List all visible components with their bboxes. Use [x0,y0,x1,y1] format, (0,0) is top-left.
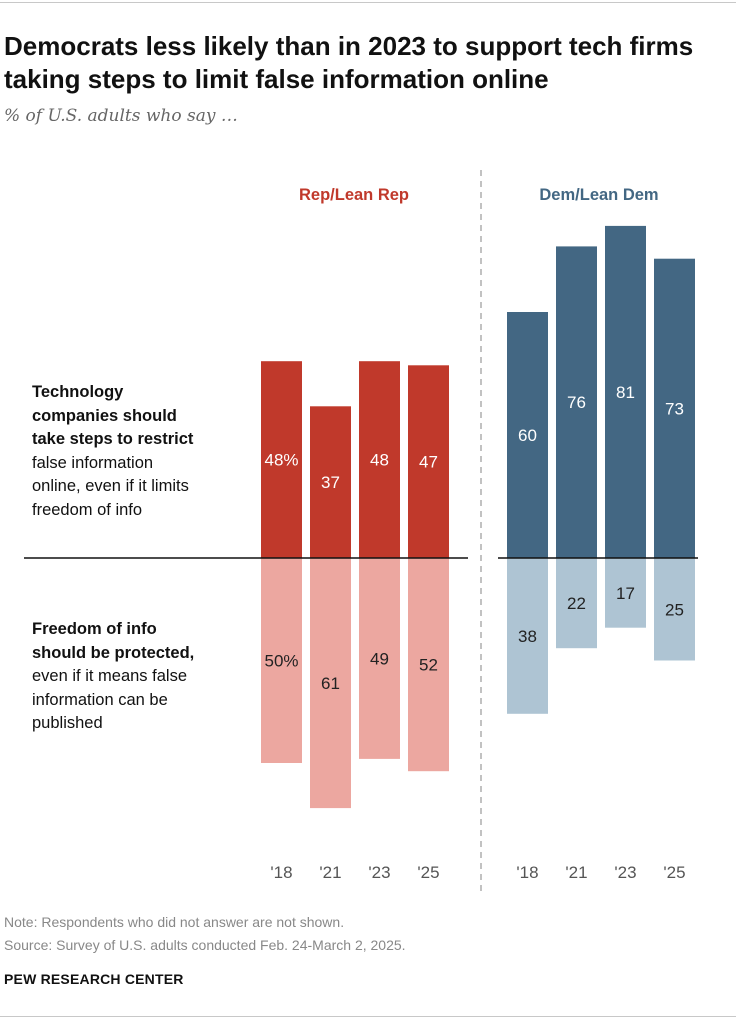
row-label-protect-line-3: published [32,714,103,732]
tick-label-rep-2: '23 [368,863,390,882]
bar-rep-restrict-0 [261,361,302,558]
bar-rep-protect-2 [359,558,400,759]
chart-subtitle: % of U.S. adults who say … [4,106,238,126]
bar-dem-protect-0 [507,558,548,714]
group-label-dem: Dem/Lean Dem [539,186,658,204]
row-label-restrict-line-1: false information [32,453,154,472]
bar-rep-protect-0 [261,558,302,763]
data-label-rep-protect-3: 52 [419,656,438,675]
data-label-rep-protect-0: 50% [264,652,298,671]
data-label-dem-protect-2: 17 [616,584,635,603]
chart-title: Democrats less likely than in 2023 to su… [4,31,694,94]
footer-source: Source: Survey of U.S. adults conducted … [4,937,406,953]
row-label-protect-bold-2: should be protected, [32,643,195,662]
row-label-restrict-bold-3: take steps to restrict [32,430,194,448]
tick-label-rep-1: '21 [319,863,341,882]
row-label-protect-bold-1: Freedom of info [32,620,157,638]
bar-dem-protect-2 [605,558,646,628]
row-label-protect-line-1: even if it means false [32,667,187,685]
data-label-dem-protect-3: 25 [665,600,684,619]
publisher-brand: PEW RESEARCH CENTER [4,971,184,987]
footer-note: Note: Respondents who did not answer are… [4,914,345,930]
row-label-restrict-bold-2: companies should [32,406,177,425]
tick-label-dem-0: '18 [516,863,538,882]
data-label-dem-restrict-2: 81 [616,383,635,402]
row-label-restrict-line-2: online, even if it limits [32,477,189,495]
bar-dem-protect-3 [654,558,695,661]
bar-dem-restrict-3 [654,258,695,558]
tick-label-dem-3: '25 [663,863,685,882]
row-label-protect-line-2: information can be [32,690,168,709]
data-label-rep-restrict-2: 48 [370,451,389,470]
data-label-rep-restrict-1: 37 [321,473,340,492]
bar-rep-protect-1 [310,558,351,809]
bar-rep-restrict-1 [310,406,351,558]
data-label-dem-restrict-3: 73 [665,399,684,418]
data-label-dem-restrict-1: 76 [567,393,586,412]
tick-label-dem-1: '21 [565,863,587,882]
data-label-rep-restrict-0: 48% [264,451,298,470]
top-rule [0,2,736,3]
row-label-protect: Freedom of info should be protected, eve… [32,618,242,736]
bottom-rule [0,1016,736,1017]
bar-dem-protect-1 [556,558,597,649]
bar-rep-protect-3 [408,558,449,772]
bar-dem-restrict-2 [605,225,646,558]
data-label-rep-restrict-3: 47 [419,453,438,472]
bar-rep-restrict-3 [408,365,449,558]
chart-canvas: Rep/Lean Rep 48% 50% '18 37 61 '21 48 49 '23 47 52 '… [24,170,698,895]
tick-label-rep-3: '25 [417,863,439,882]
data-label-dem-protect-1: 22 [567,594,586,613]
bar-dem-restrict-1 [556,246,597,558]
data-label-dem-protect-0: 38 [518,627,537,646]
row-label-restrict: Technology companies should take steps t… [32,381,242,522]
data-label-rep-protect-2: 49 [370,649,389,668]
row-label-restrict-bold-1: Technology [32,383,124,401]
tick-label-rep-0: '18 [270,863,292,882]
row-label-restrict-line-3: freedom of info [32,500,143,519]
tick-label-dem-2: '23 [614,863,636,882]
data-label-dem-restrict-0: 60 [518,426,537,445]
group-label-rep: Rep/Lean Rep [299,186,409,204]
bar-dem-restrict-0 [507,312,548,558]
bar-rep-restrict-2 [359,361,400,558]
data-label-rep-protect-1: 61 [321,674,340,693]
